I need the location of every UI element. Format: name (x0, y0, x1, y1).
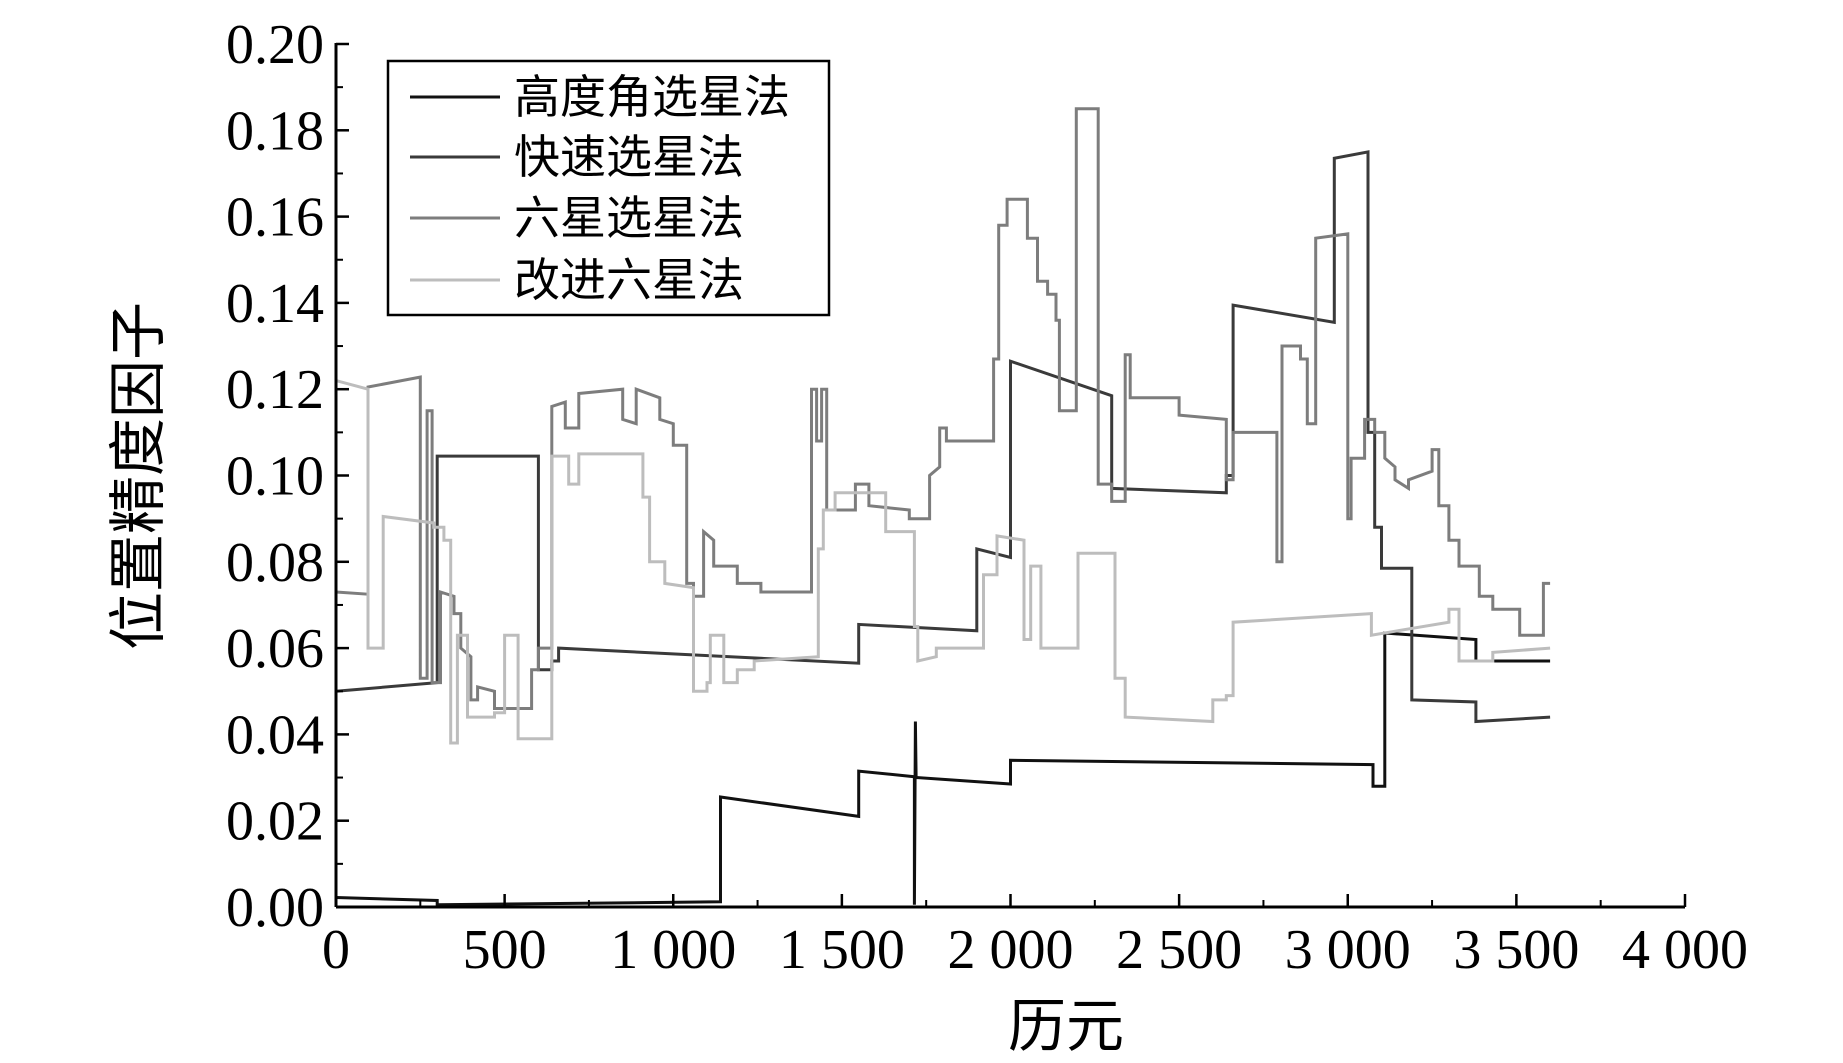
series-line-4 (335, 379, 1551, 745)
x-axis-title: 历元 (1008, 994, 1124, 1059)
legend-label-4: 改进六星法 (514, 255, 744, 306)
y-axis-title: 位置精度因子 (106, 302, 171, 650)
x-tick-label: 1 000 (610, 919, 736, 981)
y-tick-label: 0.14 (226, 273, 324, 335)
x-tick-label: 3 000 (1285, 919, 1411, 981)
y-tick-label: 0.04 (226, 704, 324, 766)
axes: 0.00 0.02 0.04 0.06 0.08 0.10 0.12 0.14 0.16 0.18… (226, 14, 1748, 981)
x-tick-label: 0 (322, 919, 350, 981)
x-tick-label: 4 000 (1622, 919, 1748, 981)
x-tick-label: 3 500 (1453, 919, 1579, 981)
legend-label-2: 快速选星法 (514, 132, 744, 183)
series-layer (335, 107, 1551, 907)
x-tick-label: 2 500 (1116, 919, 1242, 981)
y-tick-label: 0.18 (226, 100, 324, 162)
series-line-3 (335, 107, 1551, 710)
y-tick-label: 0.16 (226, 187, 324, 249)
x-tick-label: 500 (463, 919, 547, 981)
y-tick-label: 0.06 (226, 618, 324, 680)
y-tick-label: 0.20 (226, 14, 324, 76)
legend-box (386, 59, 831, 317)
legend-label-3: 六星选星法 (514, 193, 744, 244)
y-tick-label: 0.12 (226, 359, 324, 421)
y-tick-label: 0.10 (226, 446, 324, 508)
y-tick-label: 0.02 (226, 791, 324, 853)
series-line-1 (335, 631, 1551, 907)
y-tick-label: 0.00 (226, 877, 324, 939)
x-tick-label: 2 000 (948, 919, 1074, 981)
x-tick-label: 1 500 (779, 919, 905, 981)
legend-label-1: 高度角选星法 (514, 72, 790, 123)
y-tick-label: 0.08 (226, 532, 324, 594)
